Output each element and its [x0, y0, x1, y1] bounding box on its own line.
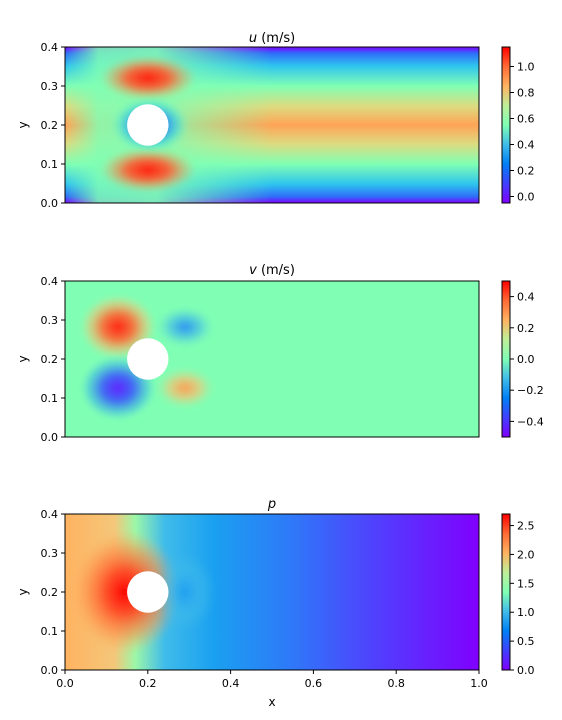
panel-v-colorbar-tick-label: −0.2 — [517, 384, 544, 397]
panel-v-ytick-label: 0.2 — [41, 353, 59, 366]
panel-u-y-axis: 0.0 0.1 0.2 0.3 0.4 — [41, 41, 65, 210]
panel-p-title: p — [267, 497, 276, 512]
panel-p-xtick-label: 0.2 — [139, 677, 157, 690]
panel-p-xtick-label: 0.6 — [305, 677, 323, 690]
panel-p-y-axis: 0.0 0.1 0.2 0.3 0.4 — [41, 508, 65, 677]
panel-v-colorbar-tick-label: −0.4 — [517, 415, 544, 428]
panel-p-xtick-label: 0.8 — [387, 677, 405, 690]
panel-u-colorbar-tick-label: 0.4 — [517, 139, 535, 152]
panel-p-x-axis: 0.0 0.2 0.4 0.6 0.8 1.0 — [56, 670, 488, 690]
panel-p-colorbar-tick-label: 2.0 — [517, 548, 535, 561]
panel-u-ytick-label: 0.3 — [41, 80, 59, 93]
panel-u-colorbar-tick-label: 1.0 — [517, 61, 535, 74]
panel-u-colorbar-tick-label: 0.6 — [517, 113, 535, 126]
panel-p-colorbar-tick-label: 1.0 — [517, 606, 535, 619]
panel-p-colorbar-ticks: 0.0 0.5 1.0 1.5 2.0 2.5 — [510, 520, 535, 677]
panel-p-xtick-label: 0.4 — [222, 677, 240, 690]
panel-v-ytick-label: 0.3 — [41, 314, 59, 327]
panel-v-cylinder — [127, 338, 169, 380]
panel-p-colorbar-tick-label: 1.5 — [517, 577, 535, 590]
panel-p-ytick-label: 0.4 — [41, 508, 59, 521]
panel-p-ytick-label: 0.1 — [41, 625, 59, 638]
panel-v-field — [65, 281, 479, 437]
panel-u-colorbar — [501, 46, 511, 204]
panel-u-colorbar-ticks: 0.0 0.2 0.4 0.6 0.8 1.0 — [510, 61, 535, 204]
panel-p-ylabel: y — [16, 588, 30, 595]
panel-p-colorbar-tick-label: 0.5 — [517, 635, 535, 648]
panel-p-ytick-label: 0.3 — [41, 547, 59, 560]
panel-v-title: v (m/s) — [249, 263, 295, 278]
panel-p-xlabel: x — [268, 695, 275, 709]
panel-p-colorbar-tick-label: 0.0 — [517, 664, 535, 677]
panel-v-ytick-label: 0.1 — [41, 392, 59, 405]
panel-p-colorbar-tick-label: 2.5 — [517, 520, 535, 533]
panel-p-ytick-label: 0.0 — [41, 664, 59, 677]
panel-p-cylinder — [127, 571, 169, 613]
panel-p-xtick-label: 1.0 — [470, 677, 488, 690]
panel-u-cylinder — [127, 104, 169, 146]
panel-u-colorbar-tick-label: 0.0 — [517, 191, 535, 204]
panel-v-colorbar-ticks: −0.4 −0.2 0.0 0.2 0.4 — [510, 291, 544, 428]
panel-u-colorbar-tick-label: 0.8 — [517, 87, 535, 100]
panel-u-colorbar-tick-label: 0.2 — [517, 165, 535, 178]
panel-v-colorbar-tick-label: 0.2 — [517, 322, 535, 335]
panel-u: u (m/s) 0.00.10.20.30.4 y 0.00.20.40.60.… — [16, 31, 535, 210]
panel-v-ylabel: y — [16, 355, 30, 362]
panel-p-ytick-label: 0.2 — [41, 586, 59, 599]
panel-u-obstacle — [127, 104, 169, 146]
panel-v-colorbar-tick-label: 0.4 — [517, 291, 535, 304]
panel-u-ytick-label: 0.2 — [41, 119, 59, 132]
panel-v-colorbar-tick-label: 0.0 — [517, 353, 535, 366]
panel-u-field — [65, 47, 479, 203]
panel-u-ytick-label: 0.1 — [41, 158, 59, 171]
panel-v-y-axis: 0.0 0.1 0.2 0.3 0.4 — [41, 275, 65, 444]
panel-p-field — [65, 514, 479, 670]
panel-v-ytick-label: 0.0 — [41, 431, 59, 444]
panel-p-obstacle — [127, 571, 169, 613]
panel-v-ytick-label: 0.4 — [41, 275, 59, 288]
panel-v: v (m/s) 0.0 0.1 0.2 0.3 0.4 y −0.4 −0.2 0.0 0.2… — [16, 263, 544, 444]
panel-p-xtick-label: 0.0 — [56, 677, 74, 690]
panel-v-colorbar — [501, 280, 511, 438]
panel-p-colorbar — [501, 513, 511, 671]
panel-p: p 0.0 0.1 0.2 0.3 0.4 y 0.0 0.2 0.4 0.6 0.8 1.0 x… — [16, 497, 535, 709]
panel-u-ylabel: y — [16, 121, 30, 128]
panel-u-title: u (m/s) — [249, 31, 295, 46]
panel-v-obstacle — [127, 338, 169, 380]
panel-u-ytick-label: 0.4 — [41, 41, 59, 54]
panel-u-ytick-label: 0.0 — [41, 197, 59, 210]
